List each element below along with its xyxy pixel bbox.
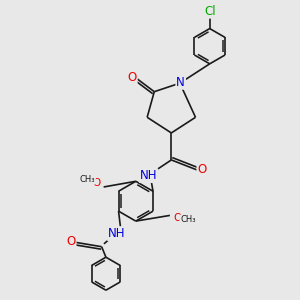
Text: Cl: Cl [204, 5, 215, 18]
Text: O: O [197, 164, 207, 176]
Text: O: O [128, 71, 137, 84]
Text: NH: NH [140, 169, 157, 182]
Text: CH₃: CH₃ [180, 215, 196, 224]
Text: O: O [66, 235, 76, 248]
Text: O: O [93, 178, 101, 188]
Text: O: O [173, 213, 182, 223]
Text: CH₃: CH₃ [80, 175, 95, 184]
Text: N: N [176, 76, 185, 89]
Text: NH: NH [108, 227, 125, 240]
